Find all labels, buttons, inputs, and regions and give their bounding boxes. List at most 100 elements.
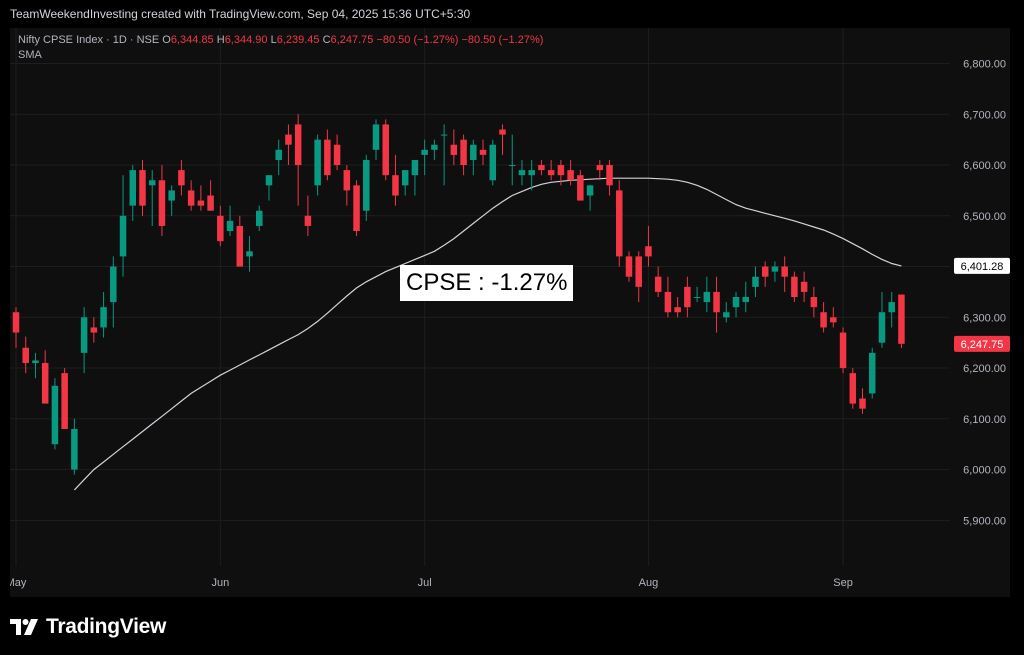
- candle-body: [333, 144, 341, 166]
- candle: [32, 352, 39, 379]
- candle-body: [577, 175, 584, 201]
- candle-body: [148, 180, 156, 186]
- candle: [781, 256, 788, 292]
- candle-body: [100, 307, 107, 328]
- low-value: 6,239.45: [276, 34, 320, 46]
- candle: [654, 266, 662, 297]
- candle: [158, 165, 166, 237]
- y-tick-label: 6,300.00: [963, 312, 1006, 324]
- candle: [80, 307, 88, 374]
- candle: [450, 129, 458, 166]
- candle: [752, 266, 759, 297]
- candle: [333, 134, 341, 171]
- candle: [197, 185, 205, 211]
- candle-body: [61, 373, 68, 429]
- candle: [343, 165, 351, 206]
- candle: [557, 159, 565, 186]
- candle: [460, 134, 467, 176]
- candle: [294, 114, 302, 206]
- candle-body: [859, 398, 866, 409]
- candle: [275, 139, 282, 176]
- candle: [314, 134, 321, 196]
- candle: [674, 297, 681, 318]
- candle: [596, 159, 604, 181]
- brand-name: TradingView: [46, 615, 167, 638]
- candle: [256, 205, 263, 232]
- candle-body: [119, 215, 127, 257]
- candle-body: [713, 291, 720, 313]
- candle-body: [236, 225, 244, 267]
- candle-body: [878, 312, 886, 343]
- candle-body: [41, 362, 49, 404]
- candle-body: [684, 286, 691, 308]
- brand-footer[interactable]: TradingView: [10, 612, 166, 642]
- candle-body: [888, 302, 895, 313]
- candlestick-chart[interactable]: 5,900.00 6,000.00 6,100.00 6,200.00 6,300.00…: [10, 28, 1010, 597]
- candle-body: [479, 149, 487, 155]
- candle: [684, 276, 691, 318]
- candle-body: [752, 276, 759, 287]
- candle: [51, 378, 59, 450]
- candle-body: [596, 165, 604, 171]
- candle-body: [382, 124, 389, 176]
- candle: [791, 271, 798, 303]
- x-tick-label: Jun: [211, 577, 229, 589]
- candle-body: [431, 144, 438, 150]
- y-tick-label: 6,100.00: [963, 414, 1006, 426]
- candle: [567, 159, 574, 186]
- candle: [265, 175, 273, 201]
- candle: [392, 154, 399, 206]
- candle: [61, 368, 68, 429]
- y-tick-label: 6,600.00: [963, 160, 1006, 172]
- candle-body: [401, 170, 409, 186]
- indicator-legend[interactable]: SMA: [18, 49, 42, 61]
- candle-body: [898, 294, 905, 344]
- y-tick-label: 6,500.00: [963, 211, 1006, 223]
- sma-price-badge: [954, 257, 1010, 274]
- candle: [479, 139, 487, 166]
- candle-body: [304, 215, 312, 226]
- y-tick-label: 6,200.00: [963, 363, 1006, 375]
- y-tick-label: 5,900.00: [963, 515, 1006, 527]
- candle: [226, 205, 234, 237]
- candle: [508, 134, 516, 186]
- candle-body: [616, 190, 623, 257]
- high-label: H: [216, 34, 225, 46]
- attribution-header: TeamWeekendInvesting created with Tradin…: [0, 0, 1024, 28]
- chart-panel[interactable]: 5,900.00 6,000.00 6,100.00 6,200.00 6,300.00…: [10, 28, 1010, 597]
- candle: [606, 159, 613, 196]
- candle-body: [363, 159, 370, 211]
- y-tick-label: 6,800.00: [963, 59, 1006, 71]
- candle: [90, 317, 98, 343]
- candle: [761, 261, 769, 287]
- candle: [148, 170, 156, 226]
- candle-body: [703, 291, 711, 303]
- candle-body: [830, 317, 837, 323]
- candle: [635, 251, 642, 303]
- candle: [713, 276, 720, 333]
- change-value: −80.50 (−1.27%): [376, 34, 459, 46]
- candle: [800, 271, 808, 303]
- candle-body: [460, 139, 467, 166]
- candle-body: [246, 251, 253, 257]
- candle-body: [664, 291, 672, 313]
- candle-body: [820, 312, 827, 328]
- candle: [129, 165, 137, 221]
- candle: [353, 180, 360, 237]
- sma-line: [73, 177, 902, 491]
- candle-body: [538, 165, 545, 171]
- candle-body: [275, 149, 282, 160]
- candle: [110, 256, 117, 328]
- candle-body: [265, 175, 273, 186]
- candle: [236, 215, 244, 267]
- candle-body: [470, 144, 477, 160]
- x-tick-label: Sep: [833, 577, 853, 589]
- candle-body: [32, 360, 39, 363]
- candle: [382, 119, 389, 181]
- candle-body: [761, 266, 769, 277]
- candle: [547, 159, 555, 181]
- candle: [820, 302, 827, 333]
- candle-body: [654, 276, 662, 292]
- candle: [586, 185, 594, 211]
- candle-body: [518, 170, 526, 176]
